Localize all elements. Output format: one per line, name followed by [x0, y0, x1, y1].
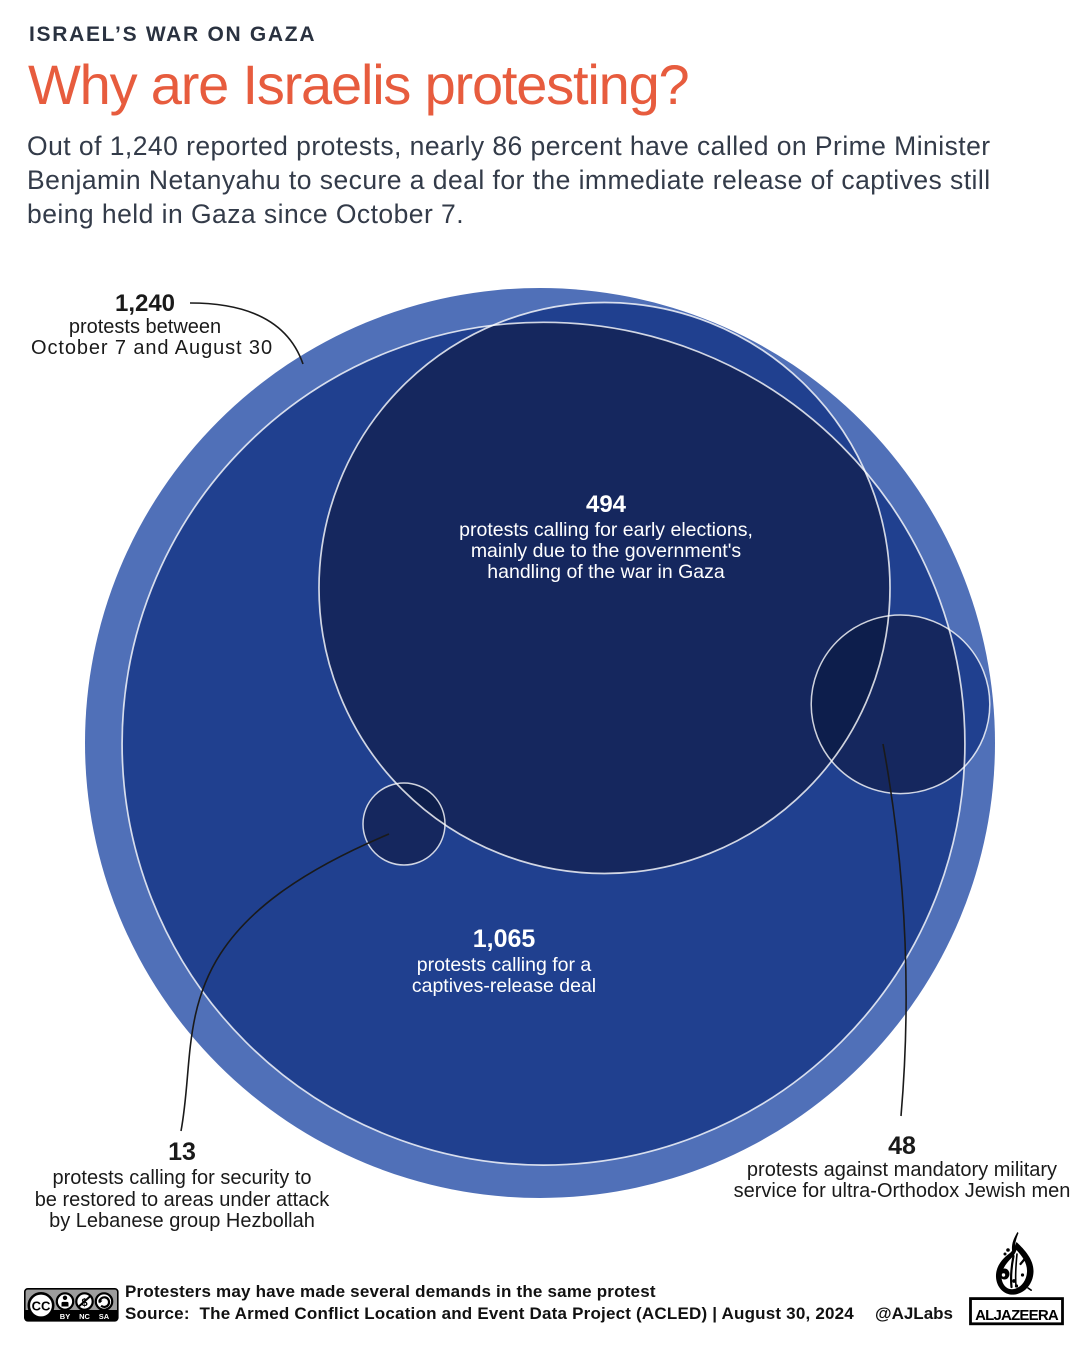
svg-text:SA: SA [99, 1312, 110, 1321]
svg-text:ALJAZEERA: ALJAZEERA [975, 1307, 1059, 1324]
svg-text:NC: NC [79, 1312, 90, 1321]
svg-text:CC: CC [32, 1299, 51, 1314]
svg-text:$: $ [81, 1297, 87, 1309]
svg-text:BY: BY [60, 1312, 70, 1321]
